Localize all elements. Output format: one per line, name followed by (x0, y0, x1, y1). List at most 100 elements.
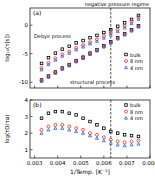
data-point (61, 127, 64, 130)
data-point (54, 52, 57, 55)
data-point (109, 28, 112, 31)
data-point (89, 36, 92, 39)
data-point (89, 134, 92, 137)
data-point (82, 45, 85, 48)
data-point (89, 120, 92, 123)
data-point (54, 127, 57, 130)
data-point (82, 57, 85, 60)
panel-label: (b) (33, 101, 42, 108)
legend-label: 8 nm (130, 58, 143, 64)
plot-area (40, 100, 140, 158)
data-point (89, 42, 92, 45)
data-point (61, 55, 64, 58)
data-point (47, 128, 50, 131)
data-point (47, 76, 50, 79)
plot-frame (30, 8, 150, 88)
data-point (123, 33, 126, 36)
x-tick (126, 86, 127, 89)
data-point (61, 68, 64, 71)
data-point (89, 52, 92, 55)
data-point (40, 62, 43, 65)
data-point (123, 33, 126, 36)
data-point (123, 26, 126, 29)
data-point (109, 41, 112, 44)
data-point (137, 25, 140, 28)
data-point (116, 37, 119, 40)
x-tick (80, 156, 81, 159)
data-point (116, 30, 119, 33)
data-point (40, 80, 43, 83)
data-point (109, 130, 112, 133)
x-tick (80, 86, 81, 89)
data-point (47, 63, 50, 66)
annotation: Debye process (34, 33, 71, 40)
legend-label: 8 nm (130, 109, 143, 115)
data-point (109, 142, 112, 145)
data-point (116, 25, 119, 28)
reference-line (110, 100, 111, 158)
data-point (68, 112, 71, 115)
data-point (82, 39, 85, 42)
annotation: negative pressure regime (85, 1, 149, 8)
data-point (109, 41, 112, 44)
y-tick-label: 2 (25, 130, 29, 136)
data-point (95, 40, 98, 43)
x-tick (103, 156, 104, 159)
data-point (54, 110, 57, 113)
data-point (123, 144, 126, 147)
x-tick-label: 0.006 (96, 160, 112, 166)
data-point (68, 45, 71, 48)
y-tick-label: -5 (23, 51, 29, 57)
data-point (75, 42, 78, 45)
panel-label: (a) (33, 9, 41, 16)
data-point (68, 52, 71, 55)
data-point (82, 132, 85, 135)
data-point (40, 117, 43, 120)
data-point (123, 134, 126, 137)
data-point (102, 45, 105, 48)
data-point (96, 34, 99, 37)
x-tick-label: 0.008 (142, 160, 155, 166)
data-point (47, 56, 50, 59)
legend-label: bulk (130, 52, 141, 58)
legend-label: 4 nm (130, 65, 143, 71)
data-point (68, 64, 71, 67)
x-tick (57, 156, 58, 159)
x-axis-title: 1/Temp. [K⁻¹] (70, 168, 110, 176)
legend-marker (125, 66, 128, 69)
y-tick (30, 149, 33, 150)
data-point (61, 67, 64, 70)
data-point (103, 31, 106, 34)
data-point (137, 142, 140, 145)
data-point (47, 112, 50, 115)
plot-frame (30, 100, 150, 158)
legend-marker (125, 110, 128, 113)
data-point (102, 37, 105, 40)
y-tick (30, 133, 33, 134)
x-tick-label: 0.003 (27, 160, 43, 166)
legend: bulk8 nm4 nm (125, 102, 143, 121)
data-point (89, 53, 92, 56)
data-point (40, 79, 43, 82)
data-point (130, 134, 133, 137)
data-point (109, 33, 112, 36)
data-point (54, 71, 57, 74)
reference-line (110, 8, 111, 88)
data-point (47, 75, 50, 78)
legend-marker (125, 53, 128, 56)
data-point (40, 132, 43, 135)
x-tick-label: 0.007 (119, 160, 135, 166)
x-tick (103, 86, 104, 89)
y-tick (30, 116, 33, 117)
data-point (68, 128, 71, 131)
data-point (116, 143, 119, 146)
data-point (130, 143, 133, 146)
data-point (95, 49, 98, 52)
data-point (61, 110, 64, 113)
data-point (75, 114, 78, 117)
data-point (61, 48, 64, 51)
data-point (137, 135, 140, 138)
data-point (96, 124, 99, 127)
data-point (130, 29, 133, 32)
data-point (102, 139, 105, 142)
